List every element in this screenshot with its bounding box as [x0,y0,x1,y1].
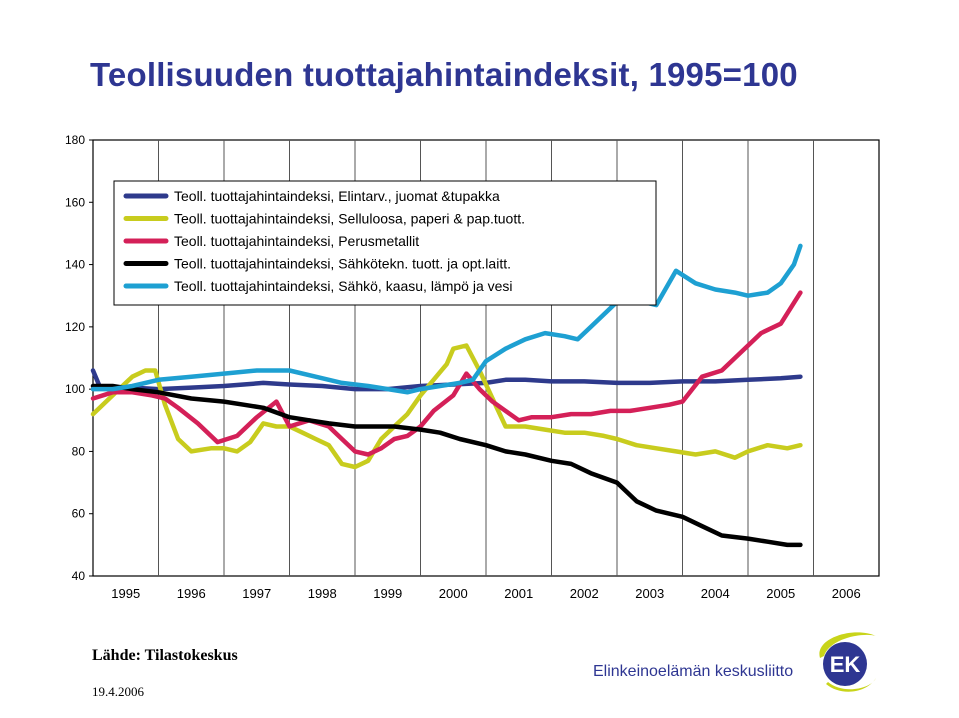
y-tick-label: 120 [65,320,85,334]
chart-series [90,243,803,548]
series-line [90,243,803,395]
y-tick-label: 180 [65,133,85,147]
ek-logo: EK [819,632,876,692]
page-title: Teollisuuden tuottajahintaindeksit, 1995… [90,56,798,93]
legend-label: Teoll. tuottajahintaindeksi, Sähkö, kaas… [174,278,513,294]
x-tick-label: 2003 [635,586,664,601]
y-tick-label: 100 [65,382,85,396]
y-tick-label: 160 [65,195,85,209]
y-tick-label: 60 [72,507,86,521]
x-tick-label: 2006 [832,586,861,601]
x-tick-label: 1995 [111,586,140,601]
x-tick-label: 2001 [504,586,533,601]
legend-label: Teoll. tuottajahintaindeksi, Selluloosa,… [174,211,525,227]
series-line [90,368,803,392]
x-tick-label: 1998 [308,586,337,601]
organization-name: Elinkeinoelämän keskusliitto [593,663,794,680]
date-stamp: 19.4.2006 [92,684,144,699]
x-tick-label: 1997 [242,586,271,601]
legend-box [113,180,657,306]
y-tick-label: 40 [72,569,86,583]
y-tick-label: 140 [65,258,85,272]
chart-legend: Teoll. tuottajahintaindeksi, Elintarv., … [113,180,657,306]
x-tick-label: 2000 [439,586,468,601]
legend-label: Teoll. tuottajahintaindeksi, Elintarv., … [174,188,500,204]
x-tick-label: 2002 [570,586,599,601]
source-note: Lähde: Tilastokeskus [92,647,238,664]
x-tick-label: 1996 [177,586,206,601]
y-tick-label: 80 [72,444,86,458]
legend-label: Teoll. tuottajahintaindeksi, Sähkötekn. … [174,256,511,272]
series-line [90,290,803,457]
series-line [90,383,803,548]
line-chart: 40 60 80 100 120 140 160 180 1995 1996 1997 1998 199… [65,133,880,601]
x-tick-label: 2004 [701,586,730,601]
x-tick-label: 2005 [766,586,795,601]
legend-label: Teoll. tuottajahintaindeksi, Perusmetall… [174,233,419,249]
svg-text:EK: EK [830,652,861,677]
series-line [90,343,803,470]
x-tick-label: 1999 [373,586,402,601]
